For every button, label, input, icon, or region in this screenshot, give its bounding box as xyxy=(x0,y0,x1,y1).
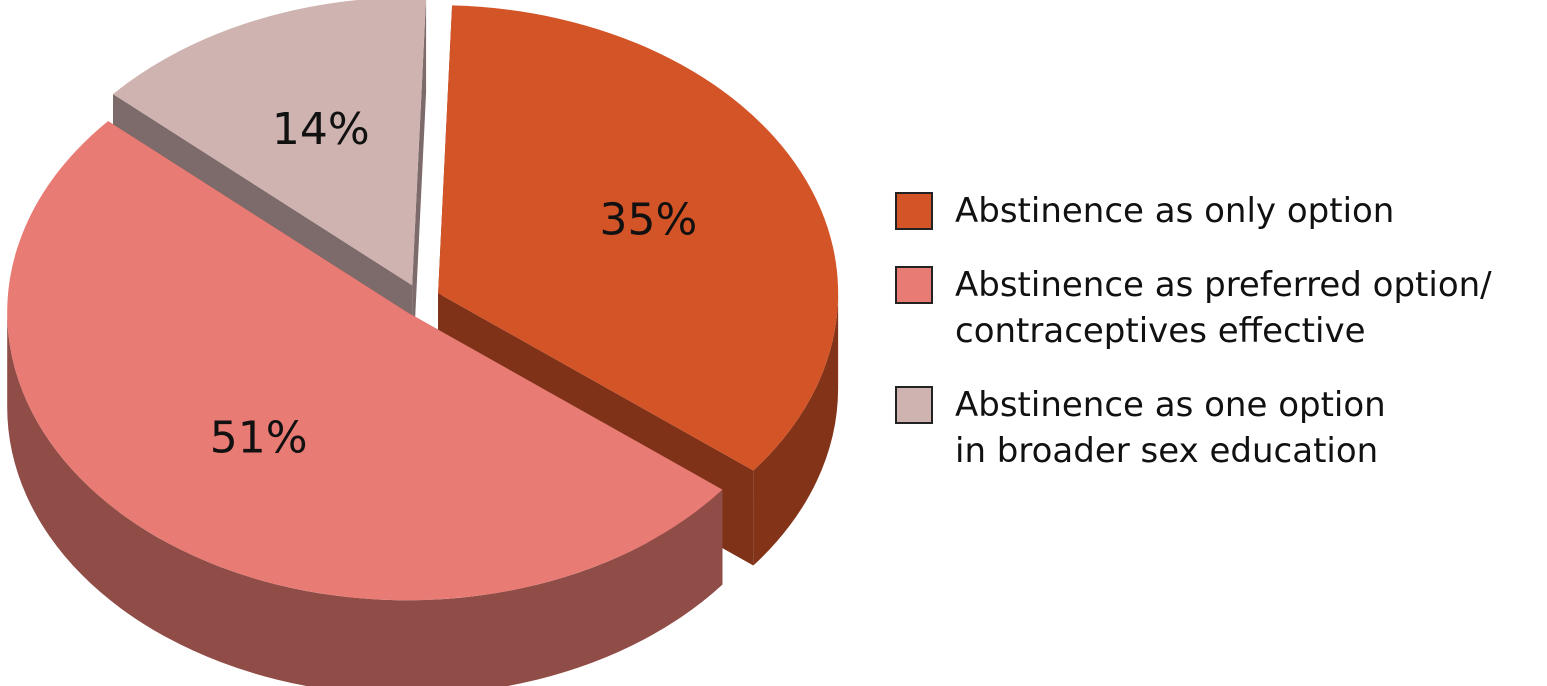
legend-swatch xyxy=(895,192,933,230)
slice-label: 14% xyxy=(272,104,370,155)
slice-side xyxy=(753,293,839,566)
legend-label: Abstinence as one option in broader sex … xyxy=(955,385,1386,471)
slice-label: 51% xyxy=(210,413,308,464)
legend-item: Abstinence as preferred option/ contrace… xyxy=(895,262,1492,354)
legend-swatch xyxy=(895,386,933,424)
slice-label: 35% xyxy=(599,195,697,246)
legend-item: Abstinence as only option xyxy=(895,188,1492,234)
slice-wall xyxy=(412,0,427,381)
pie-chart: 35% 51% 14% xyxy=(7,0,839,686)
legend-item: Abstinence as one option in broader sex … xyxy=(895,382,1492,474)
legend-label: Abstinence as only option xyxy=(955,191,1395,231)
pie-slice xyxy=(7,121,723,601)
legend: Abstinence as only option Abstinence as p… xyxy=(895,188,1492,502)
pie-slice xyxy=(438,5,839,471)
slice-tops xyxy=(7,0,839,601)
legend-swatch xyxy=(895,266,933,304)
pie-slice xyxy=(113,0,426,286)
legend-label: Abstinence as preferred option/ contrace… xyxy=(955,265,1492,351)
slice-side xyxy=(7,312,723,686)
